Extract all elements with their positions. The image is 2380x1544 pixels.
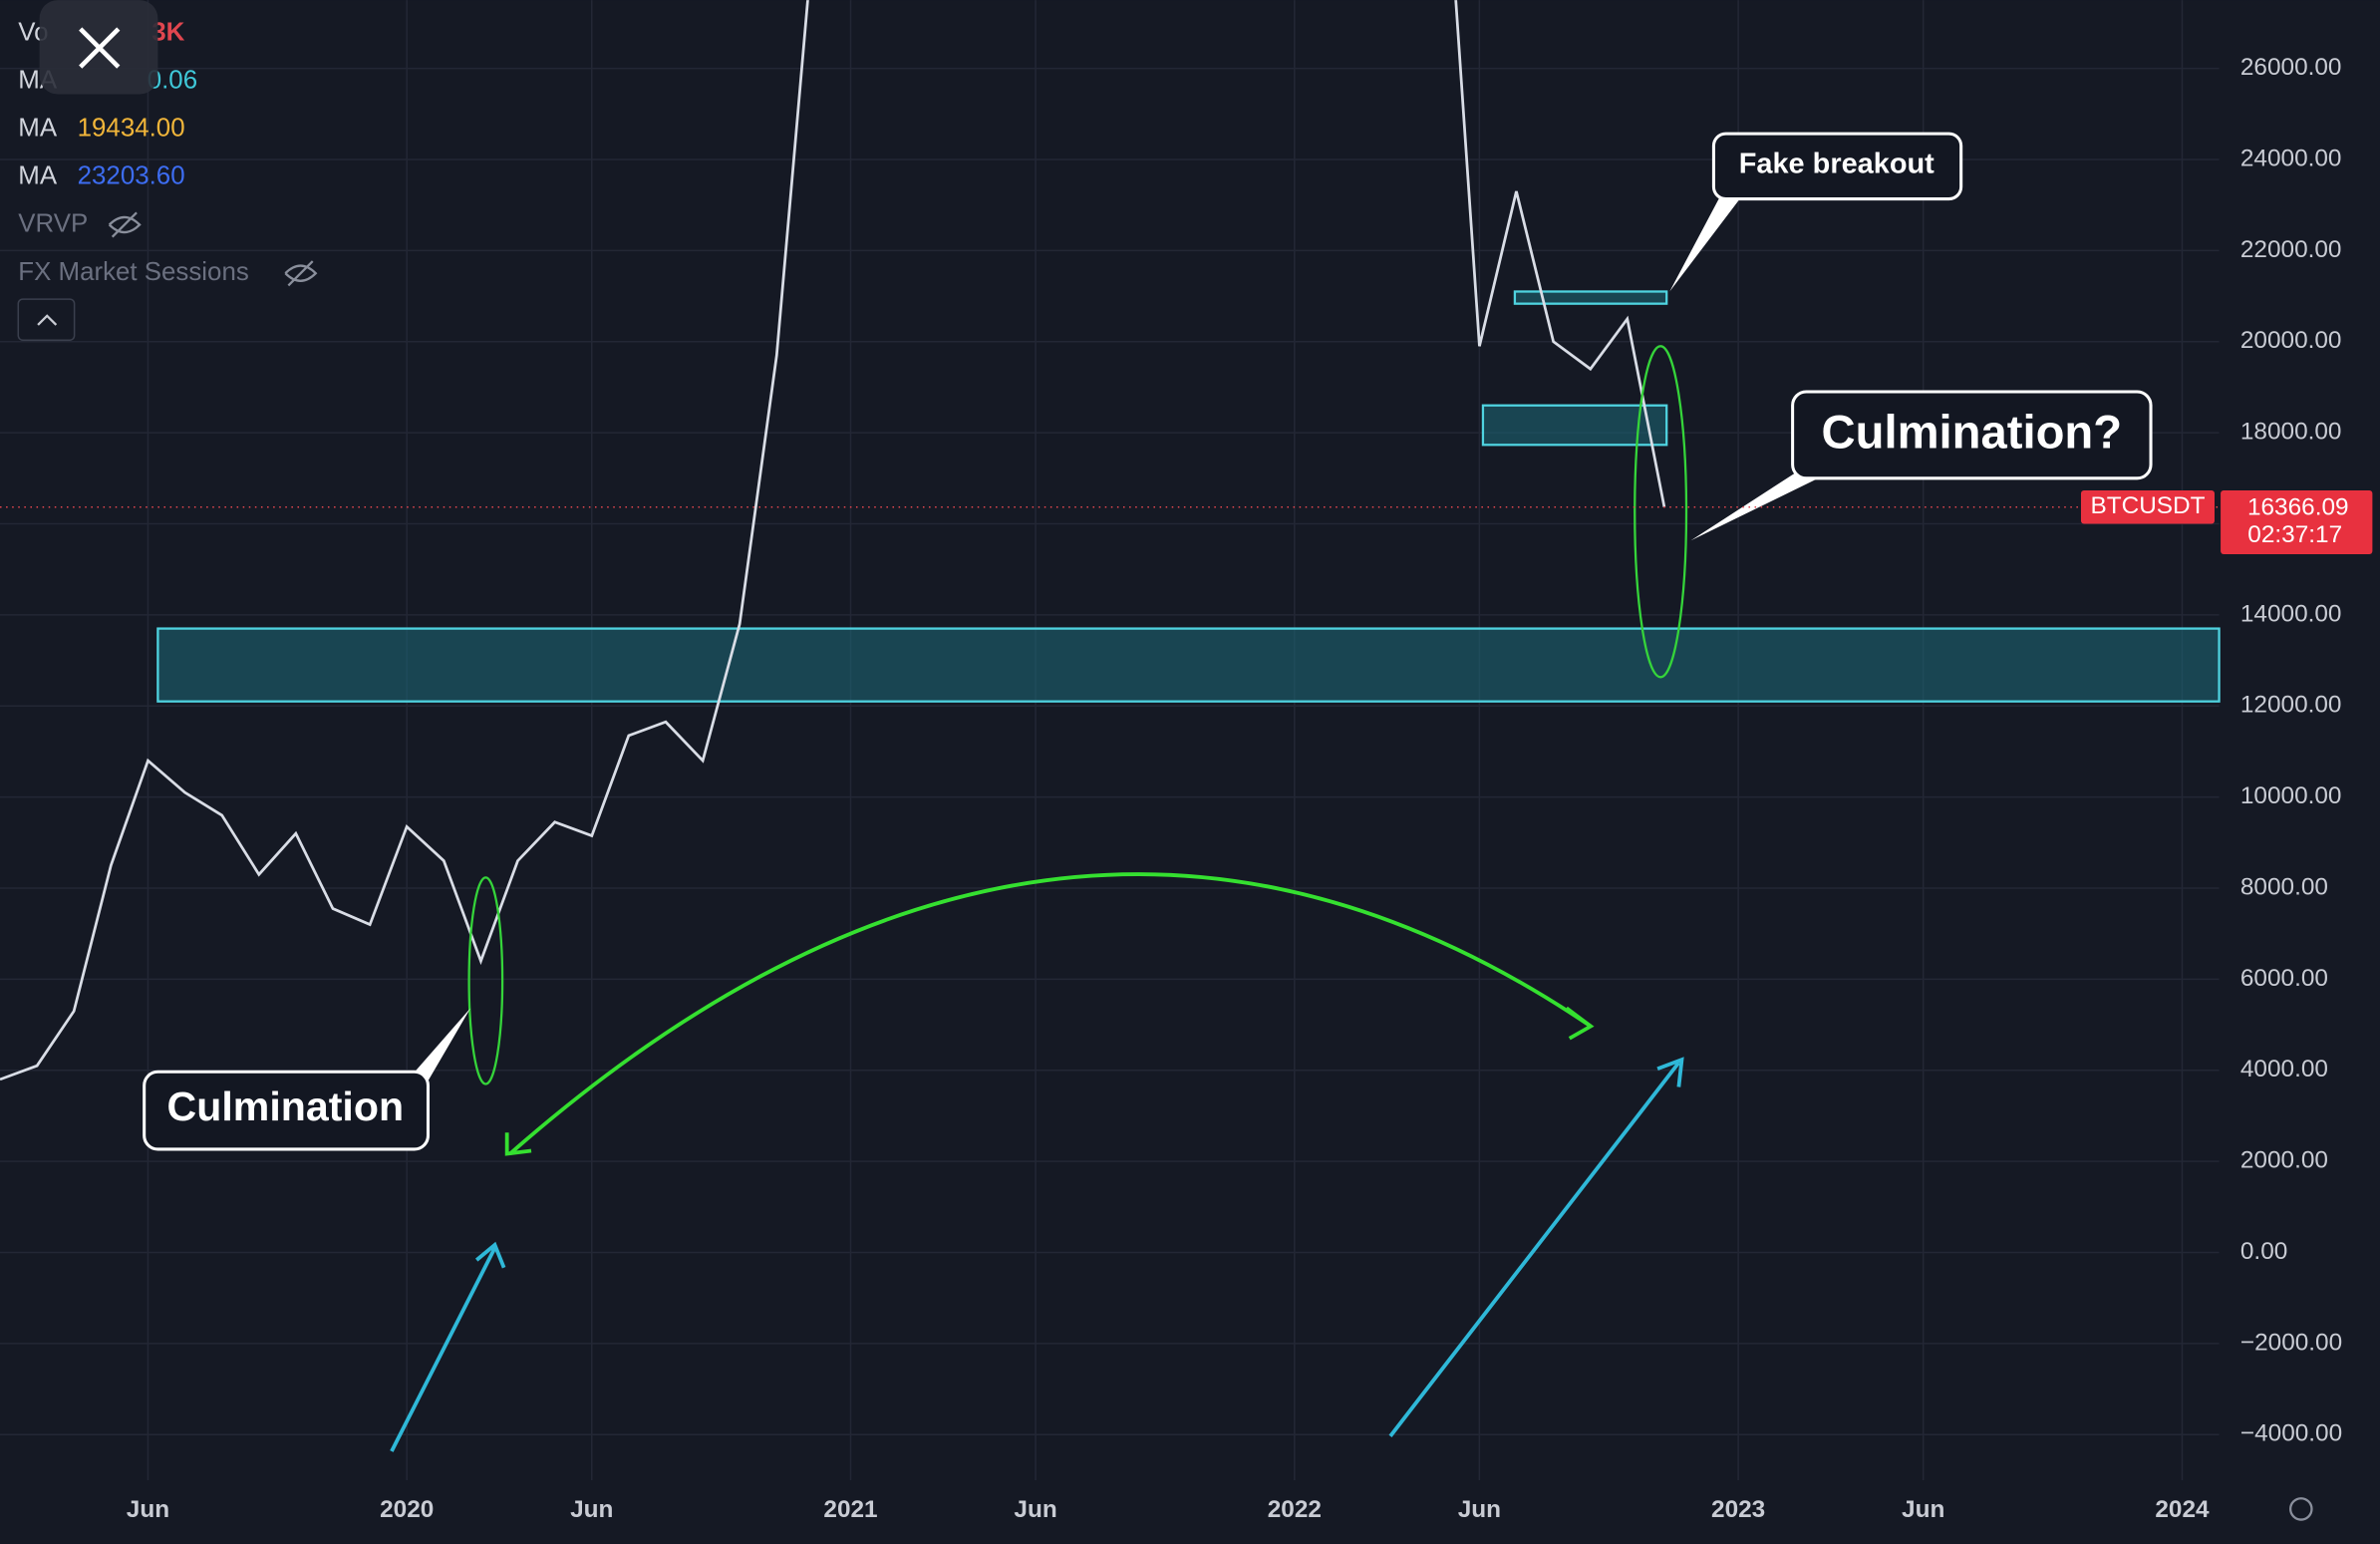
annotation: Culmination — [167, 1083, 405, 1129]
x-tick-label: Jun — [1902, 1496, 1944, 1523]
symbol-label: BTCUSDT — [2090, 492, 2205, 519]
price-axis: −4000.00 −2000.00 0.00 2000.00 4000.00 6000.0… — [127, 54, 2342, 1523]
arrow-head — [504, 1006, 1595, 1156]
x-tick-label: Jun — [570, 1496, 613, 1523]
volume-arrow — [390, 1241, 506, 1452]
annotation: Fake breakout — [1739, 149, 1934, 180]
x-tick-label: 2022 — [1268, 1496, 1322, 1523]
y-tick-label: 24000.00 — [2240, 145, 2342, 171]
volume-arrow — [1388, 1057, 1684, 1437]
x-tick-label: 2023 — [1711, 1496, 1765, 1523]
callout-box — [1791, 390, 2153, 480]
callout-pointer — [407, 1008, 471, 1081]
hide-icon[interactable] — [108, 211, 318, 287]
annotation: Culmination? — [1822, 407, 2123, 460]
y-tick-label: 0.00 — [2240, 1238, 2287, 1265]
x-tick-label: Jun — [127, 1496, 169, 1523]
collapse-button[interactable] — [17, 298, 76, 341]
legend-name: MA — [18, 161, 58, 189]
indicator: FX Market Sessions — [18, 258, 249, 286]
legend-value: 23203.60 — [78, 161, 185, 189]
range-zone — [1481, 404, 1668, 447]
close-icon — [79, 27, 121, 69]
x-tick-label: 2020 — [380, 1496, 434, 1523]
highlight-ellipse — [467, 876, 504, 1085]
support-zone — [156, 627, 2221, 703]
countdown: 02:37:17 — [2247, 521, 2342, 548]
grid — [0, 0, 2220, 1480]
y-tick-label: 12000.00 — [2240, 692, 2342, 719]
x-tick-label: Jun — [1458, 1496, 1501, 1523]
y-tick-label: 4000.00 — [2240, 1056, 2328, 1082]
highlight-ellipse — [1634, 345, 1688, 679]
y-tick-label: 26000.00 — [2240, 54, 2342, 81]
y-tick-label: 2000.00 — [2240, 1147, 2328, 1174]
legend-value: 19434.00 — [78, 114, 185, 142]
breakout-zone — [1513, 290, 1668, 305]
x-tick-label: 2024 — [2155, 1496, 2210, 1523]
x-tick-label: Jun — [1014, 1496, 1056, 1523]
y-tick-label: 6000.00 — [2240, 965, 2328, 992]
y-tick-label: 10000.00 — [2240, 782, 2342, 809]
series — [0, 0, 1666, 1081]
settings-button[interactable] — [2289, 1497, 2313, 1521]
x-tick-label: 2021 — [823, 1496, 877, 1523]
last-price-label: 16366.09 — [2247, 494, 2349, 521]
indicator: VRVP — [18, 209, 88, 237]
y-tick-label: 20000.00 — [2240, 327, 2342, 354]
y-tick-label: 18000.00 — [2240, 419, 2342, 446]
callout-pointer — [1690, 470, 1822, 541]
y-tick-label: −4000.00 — [2240, 1420, 2342, 1447]
symbol-tag — [2080, 490, 2215, 524]
legend-name: MA — [18, 114, 58, 142]
y-tick-label: 14000.00 — [2240, 600, 2342, 627]
price-tag — [2221, 490, 2373, 554]
callout-box — [1711, 132, 1963, 201]
y-tick-label: −2000.00 — [2240, 1329, 2342, 1356]
collapse-icon — [37, 314, 58, 326]
price-line — [0, 0, 1666, 1081]
y-tick-label: 22000.00 — [2240, 236, 2342, 263]
curved-arrow — [508, 872, 1593, 1155]
y-tick-label: 8000.00 — [2240, 873, 2328, 900]
callout-box — [143, 1070, 430, 1151]
